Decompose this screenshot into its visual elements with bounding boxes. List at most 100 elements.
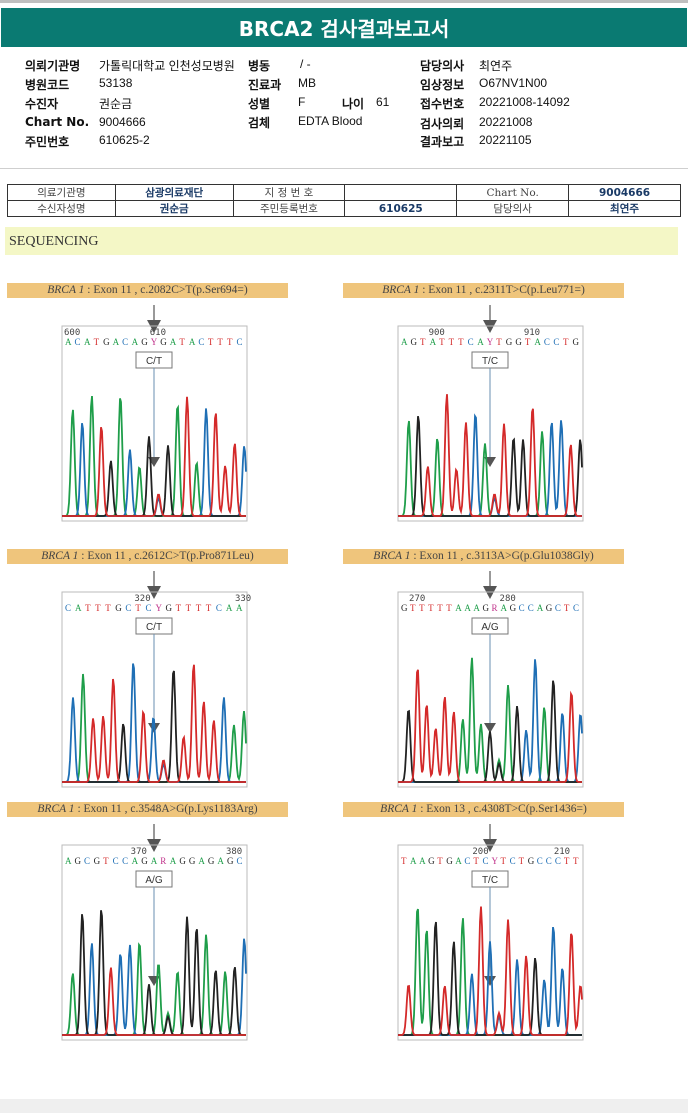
request-date-value: 20221008 — [479, 115, 533, 129]
arrow-down-icon — [484, 976, 496, 986]
department-value: MB — [298, 76, 316, 90]
base-call: A — [236, 603, 243, 613]
trace-frame — [61, 591, 248, 788]
base-call: C — [537, 856, 543, 866]
base-call: T — [564, 603, 570, 613]
department-label: 진료과 — [248, 78, 282, 92]
base-call: T — [563, 337, 569, 347]
position-label: 910 — [524, 328, 540, 338]
trace-t — [62, 967, 246, 1036]
base-call: A — [132, 337, 139, 347]
base-call: A — [401, 337, 408, 347]
page-bottom-margin — [0, 1099, 688, 1113]
variant-detail: : Exon 11 , c.3113A>G(p.Glu1038Gly) — [410, 550, 594, 562]
base-call: C — [216, 603, 222, 613]
base-call: T — [179, 337, 185, 347]
report-date-label: 결과보고 — [420, 135, 465, 149]
doctor-value: 최연주 — [479, 59, 513, 73]
header-divider — [0, 168, 688, 169]
receipt-no-label: 접수번호 — [420, 97, 465, 111]
gene-name: BRCA 1 — [382, 284, 420, 296]
base-call: A — [198, 856, 205, 866]
genotype-call: A/G — [481, 622, 498, 633]
table-row: 의료기관명 삼광의료재단 지 정 번 호 Chart No. 9004666 — [7, 184, 681, 201]
genotype-call: T/C — [482, 875, 498, 886]
base-call: Y — [487, 337, 494, 347]
base-call: C — [555, 603, 561, 613]
table-cell: 지 정 번 호 — [232, 184, 346, 201]
base-call: R — [492, 603, 498, 613]
table-cell: 9004666 — [568, 184, 681, 201]
gene-name: BRCA 1 — [41, 550, 79, 562]
base-call: A — [151, 856, 158, 866]
base-call: G — [428, 856, 435, 866]
position-label: 200 — [472, 847, 488, 857]
variant-panel: BRCA 1 : Exon 11 , c.2311T>C(p.Leu771=) 9… — [336, 283, 680, 543]
institution-label: 의뢰기관명 — [25, 59, 81, 73]
base-call: T — [103, 856, 109, 866]
base-call: G — [160, 337, 167, 347]
variant-label: BRCA 1 : Exon 11 , c.2612C>T(p.Pro871Leu… — [7, 549, 288, 564]
base-call: T — [176, 603, 182, 613]
base-call: C — [519, 603, 525, 613]
patient-label: 수진자 — [25, 97, 59, 111]
base-call: G — [94, 856, 101, 866]
trace-t — [62, 396, 246, 517]
base-call: A — [113, 337, 120, 347]
base-call: C — [236, 856, 242, 866]
age-label: 나이 — [342, 97, 365, 111]
base-call: Y — [492, 856, 499, 866]
base-call: T — [419, 603, 425, 613]
clinical-info-label: 임상정보 — [420, 78, 465, 92]
base-call: C — [236, 337, 242, 347]
variant-label: BRCA 1 : Exon 13 , c.4308T>C(p.Ser1436=) — [343, 802, 624, 817]
base-call: T — [85, 603, 91, 613]
base-call: C — [528, 603, 534, 613]
genotype-call: T/C — [482, 356, 498, 367]
base-call: Y — [151, 337, 158, 347]
age-value: 61 — [376, 95, 390, 109]
base-call: A — [464, 603, 471, 613]
table-cell: Chart No. — [456, 184, 570, 201]
base-call: C — [113, 856, 119, 866]
position-label: 270 — [409, 594, 425, 604]
base-call: A — [84, 337, 91, 347]
table-cell: 삼광의료재단 — [114, 184, 234, 201]
trace-frame — [61, 325, 248, 522]
genotype-call: C/T — [146, 622, 162, 633]
resident-no-value: 610625-2 — [99, 133, 150, 147]
base-call: C — [555, 856, 561, 866]
genotype-call: A/G — [145, 875, 162, 886]
gene-name: BRCA 1 — [373, 550, 411, 562]
ward-value: / - — [300, 57, 311, 71]
hospital-code-value: 53138 — [99, 76, 133, 90]
table-cell: 담당의사 — [456, 200, 570, 217]
table-cell — [344, 184, 458, 201]
variant-panel: BRCA 1 : Exon 11 , c.2082C>T(p.Ser694=) 6… — [0, 283, 344, 543]
base-call: C — [122, 337, 128, 347]
variant-label: BRCA 1 : Exon 11 , c.2311T>C(p.Leu771=) — [343, 283, 624, 298]
report-title: BRCA2 검사결과보고서 — [1, 8, 687, 47]
base-call: T — [437, 603, 443, 613]
request-date-label: 검사의뢰 — [420, 117, 465, 131]
base-call: G — [75, 856, 82, 866]
base-call: C — [84, 856, 90, 866]
base-call: C — [198, 337, 204, 347]
variant-label: BRCA 1 : Exon 11 , c.2082C>T(p.Ser694=) — [7, 283, 288, 298]
base-call: C — [546, 856, 552, 866]
chart-no-value: 9004666 — [99, 115, 146, 129]
base-call: G — [546, 603, 553, 613]
base-call: A — [75, 603, 82, 613]
institution-value: 가톨릭대학교 인천성모병원 — [99, 59, 235, 73]
base-call: T — [410, 603, 416, 613]
position-label: 280 — [500, 594, 516, 604]
trace-frame — [397, 591, 584, 788]
base-call: T — [446, 603, 452, 613]
base-call: T — [217, 337, 223, 347]
base-call: T — [186, 603, 192, 613]
trace-t — [398, 906, 583, 1036]
base-call: G — [141, 337, 148, 347]
base-call: G — [115, 603, 122, 613]
